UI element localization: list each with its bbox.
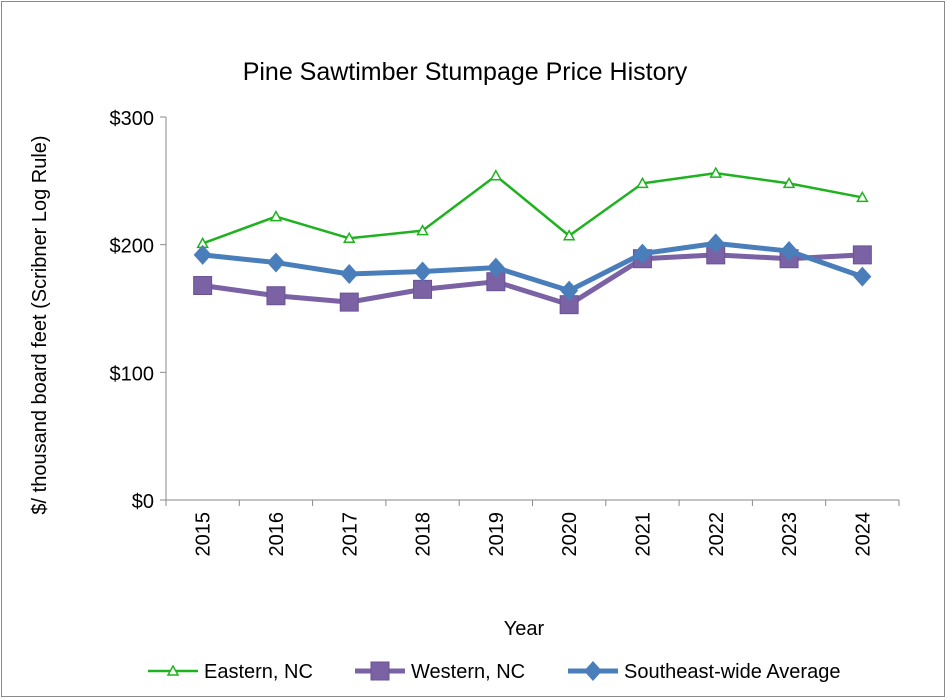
legend-label: Eastern, NC xyxy=(204,661,313,683)
legend-item: Western, NC xyxy=(355,661,525,683)
data-point xyxy=(709,166,723,178)
y-tick-label: $300 xyxy=(110,108,155,130)
data-point xyxy=(856,190,869,203)
data-point xyxy=(562,229,576,241)
data-point xyxy=(560,280,579,301)
x-tick-label: 2024 xyxy=(852,512,874,557)
data-point xyxy=(633,243,652,264)
data-point xyxy=(342,231,356,244)
data-point xyxy=(339,292,359,312)
x-tick-label: 2022 xyxy=(706,512,728,557)
data-point xyxy=(266,252,285,273)
data-point xyxy=(413,279,433,299)
y-tick-label: $0 xyxy=(132,491,154,513)
data-point xyxy=(782,176,796,189)
legend-marker xyxy=(166,664,180,676)
data-point xyxy=(340,264,359,285)
data-point xyxy=(853,266,872,287)
series-line xyxy=(202,240,864,294)
x-tick-label: 2020 xyxy=(559,512,581,557)
data-point xyxy=(269,210,283,222)
data-point xyxy=(486,257,505,278)
x-tick-label: 2021 xyxy=(632,512,654,557)
data-point xyxy=(193,244,212,265)
series-line xyxy=(202,171,863,245)
legend-label: Western, NC xyxy=(411,661,525,683)
x-tick-label: 2016 xyxy=(266,512,288,557)
data-point xyxy=(266,286,286,306)
legend-item: Southeast-wide Average xyxy=(568,661,840,683)
series-southeast-wide-average xyxy=(193,233,872,301)
x-tick-label: 2019 xyxy=(486,512,508,557)
data-point xyxy=(489,169,503,181)
legend-label: Southeast-wide Average xyxy=(624,661,840,683)
x-axis-label: Year xyxy=(504,618,545,640)
y-tick-label: $100 xyxy=(110,363,155,385)
data-point xyxy=(416,224,429,236)
series-line xyxy=(202,252,863,308)
x-tick-label: 2015 xyxy=(193,512,215,557)
x-tick-label: 2023 xyxy=(779,512,801,557)
data-point xyxy=(193,276,213,296)
data-point xyxy=(636,176,649,189)
x-tick-label: 2017 xyxy=(339,512,361,557)
y-axis-label: $/ thousand board feet (Scribner Log Rul… xyxy=(29,135,51,514)
data-point xyxy=(706,233,725,254)
legend-item: Eastern, NC xyxy=(148,661,313,683)
series-eastern-nc xyxy=(196,166,869,249)
data-point xyxy=(852,245,872,265)
y-tick-label: $200 xyxy=(110,236,155,258)
data-point xyxy=(780,241,799,262)
legend-marker xyxy=(584,661,602,681)
data-point xyxy=(413,261,432,282)
chart-title: Pine Sawtimber Stumpage Price History xyxy=(243,58,688,86)
legend-marker xyxy=(370,661,390,681)
x-tick-label: 2018 xyxy=(413,512,435,557)
